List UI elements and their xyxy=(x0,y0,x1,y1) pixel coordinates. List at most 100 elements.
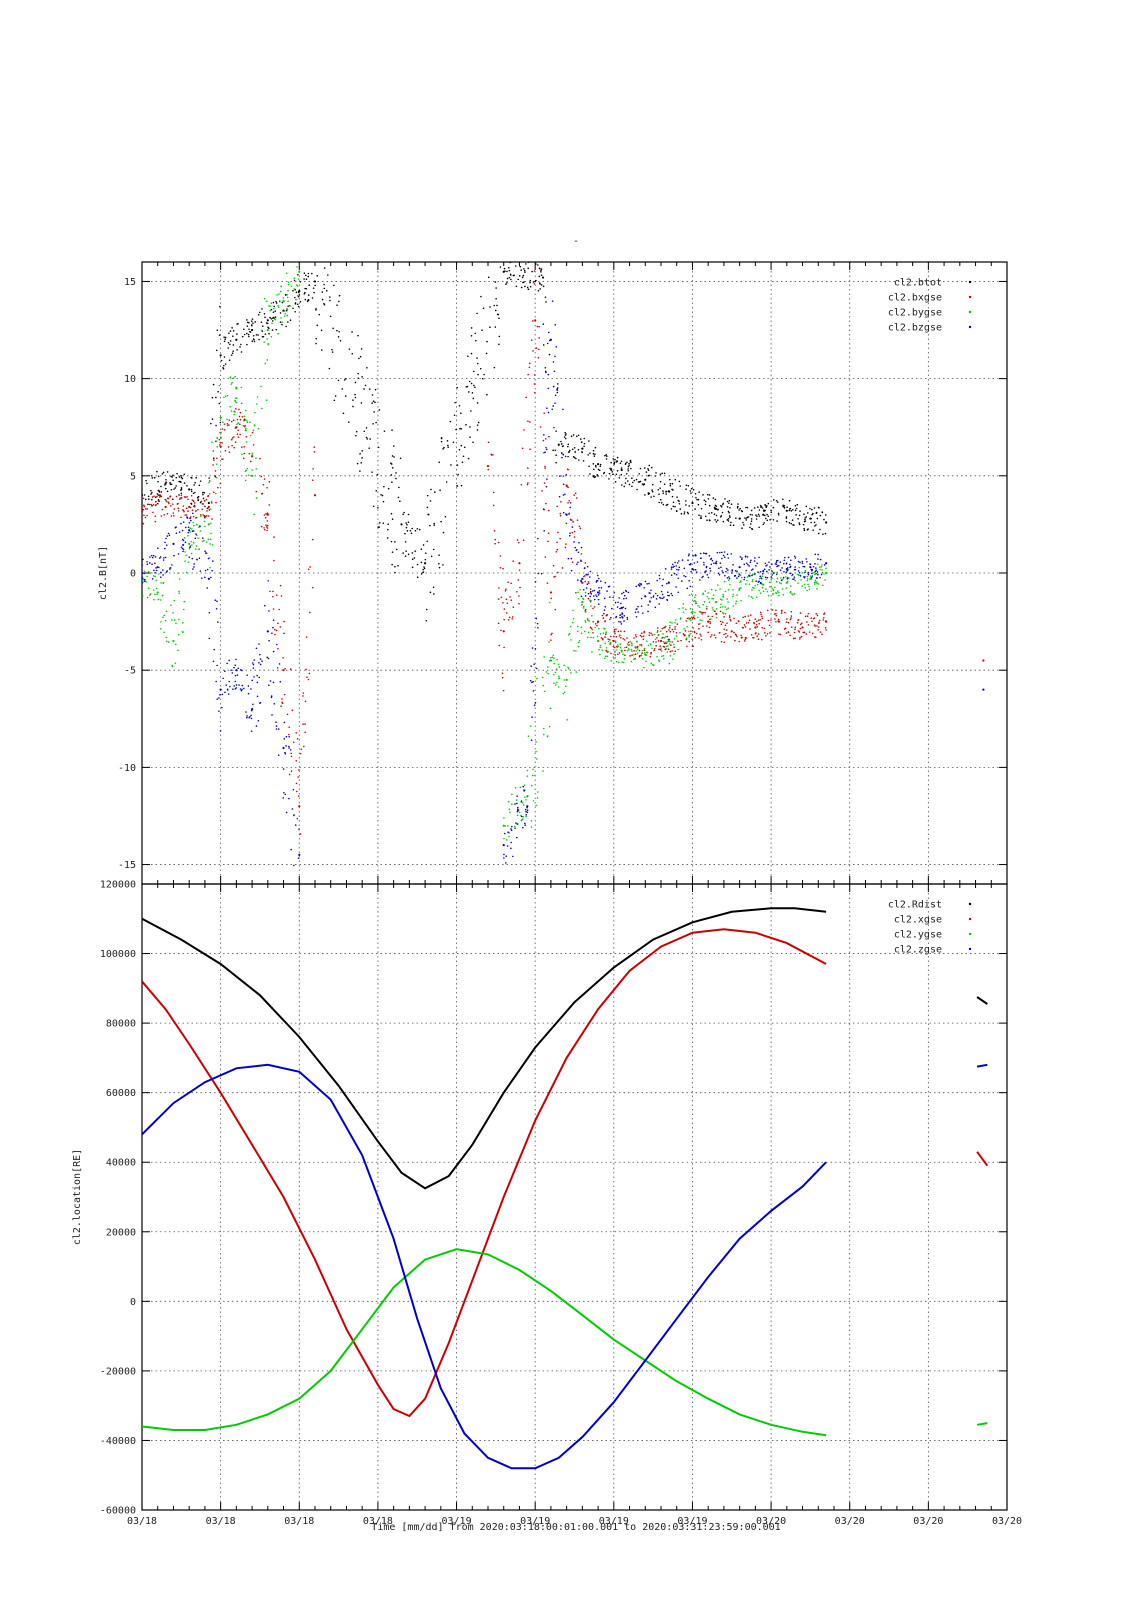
data-point xyxy=(555,668,558,670)
data-point xyxy=(351,331,353,333)
data-point xyxy=(801,585,804,587)
data-point xyxy=(226,394,229,397)
data-point xyxy=(683,627,685,630)
data-point xyxy=(620,468,623,472)
data-point xyxy=(189,527,192,529)
data-point xyxy=(758,589,760,592)
data-point xyxy=(577,551,580,554)
data-point xyxy=(642,484,645,486)
data-point xyxy=(165,478,167,481)
data-point xyxy=(507,825,509,827)
data-point xyxy=(763,627,766,630)
data-point xyxy=(507,800,510,803)
data-point xyxy=(677,569,680,571)
data-point xyxy=(614,646,616,649)
data-point xyxy=(772,506,775,509)
data-point xyxy=(177,649,179,652)
data-point xyxy=(677,577,680,580)
data-point xyxy=(610,468,613,470)
data-point xyxy=(810,517,813,520)
data-point xyxy=(173,619,176,621)
data-point xyxy=(172,512,175,514)
data-point xyxy=(161,594,164,597)
data-point xyxy=(561,443,563,445)
data-point xyxy=(295,284,298,286)
data-point xyxy=(597,598,600,601)
data-point xyxy=(535,347,538,350)
data-point xyxy=(694,508,696,510)
data-point xyxy=(724,606,726,608)
data-point xyxy=(704,515,707,518)
data-point xyxy=(142,564,144,566)
data-point xyxy=(293,288,295,290)
data-point xyxy=(496,249,498,251)
data-point xyxy=(744,626,747,628)
data-point xyxy=(283,310,286,312)
data-point xyxy=(623,639,626,641)
data-point xyxy=(295,760,298,762)
data-point xyxy=(506,277,509,280)
data-point xyxy=(201,502,204,505)
data-point xyxy=(775,614,778,617)
data-point xyxy=(548,659,551,662)
data-point xyxy=(226,689,229,691)
data-point xyxy=(509,262,511,264)
data-point xyxy=(438,562,440,565)
data-point xyxy=(740,580,742,582)
data-point xyxy=(180,488,183,490)
data-point xyxy=(366,438,369,440)
data-point xyxy=(219,694,221,696)
data-point xyxy=(172,498,174,501)
data-point xyxy=(313,280,317,283)
data-point xyxy=(734,574,737,577)
data-point xyxy=(223,396,225,399)
data-point xyxy=(192,492,195,495)
data-point xyxy=(495,287,497,289)
x-tick-label: 03/19 xyxy=(520,1516,550,1527)
data-point xyxy=(715,505,718,508)
data-point xyxy=(533,283,536,285)
data-point xyxy=(777,564,780,567)
data-point xyxy=(548,353,551,356)
data-point xyxy=(661,627,664,630)
data-point xyxy=(372,400,375,403)
data-point xyxy=(742,627,745,629)
data-point xyxy=(424,552,427,554)
data-point xyxy=(777,618,780,621)
data-point xyxy=(647,467,649,470)
data-point xyxy=(589,452,591,454)
data-point xyxy=(813,583,816,585)
data-point xyxy=(377,506,379,509)
data-point xyxy=(399,500,401,502)
data-point xyxy=(215,440,218,443)
data-point xyxy=(142,576,144,579)
data-point xyxy=(586,618,589,620)
data-point xyxy=(603,628,606,630)
data-point xyxy=(776,565,779,567)
data-point xyxy=(354,381,357,384)
data-point xyxy=(537,791,539,793)
data-point xyxy=(597,577,600,580)
data-point xyxy=(597,475,599,477)
data-point xyxy=(160,582,162,584)
data-point xyxy=(626,616,628,619)
data-point xyxy=(525,815,527,818)
data-point xyxy=(524,808,527,811)
data-point xyxy=(547,672,549,675)
data-point xyxy=(709,622,712,625)
data-point xyxy=(636,641,638,643)
data-point xyxy=(623,630,626,633)
data-point xyxy=(269,305,271,307)
data-point xyxy=(709,620,711,623)
data-point xyxy=(411,566,414,569)
data-point xyxy=(307,294,310,296)
data-point xyxy=(808,588,811,591)
data-point xyxy=(392,445,395,447)
data-point xyxy=(178,531,181,533)
data-point xyxy=(499,567,502,569)
data-point xyxy=(190,540,193,543)
data-point xyxy=(277,304,279,307)
data-point xyxy=(359,470,361,472)
data-point xyxy=(719,620,722,623)
data-point xyxy=(365,427,368,429)
